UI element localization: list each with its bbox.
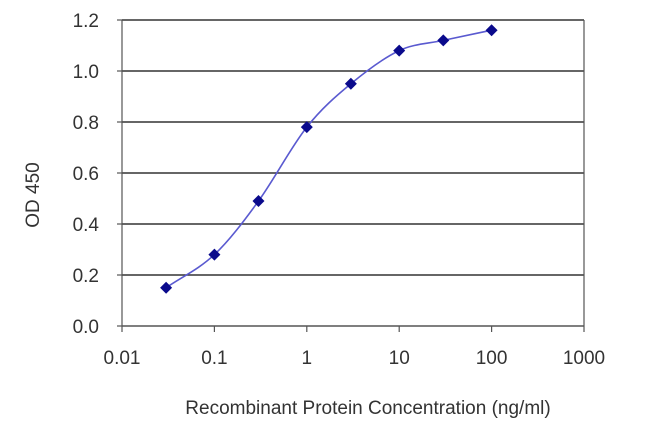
- data-point-marker: [485, 24, 498, 37]
- y-axis-label: OD 450: [23, 162, 44, 227]
- data-point-marker: [344, 77, 357, 90]
- x-axis-ticks: 0.01 0.1 1 10 100 1000: [104, 326, 605, 369]
- y-axis-ticks: 0.0 0.2 0.4 0.6 0.8 1.0 1.2: [73, 11, 122, 338]
- x-tick-label: 10: [389, 348, 410, 369]
- x-tick-label: 0.1: [201, 348, 227, 369]
- data-point-marker: [437, 34, 450, 47]
- y-tick-label: 0.8: [73, 113, 99, 134]
- data-point-marker: [300, 121, 313, 134]
- data-point-marker: [160, 281, 173, 294]
- x-tick-label: 0.01: [104, 348, 141, 369]
- data-point-marker: [208, 248, 221, 261]
- fit-curve-line: [165, 29, 492, 289]
- y-tick-label: 0.2: [73, 266, 99, 287]
- x-tick-label: 1: [302, 348, 313, 369]
- data-point-marker: [252, 195, 265, 208]
- y-tick-label: 1.0: [73, 62, 99, 83]
- data-point-marker: [393, 44, 406, 57]
- x-tick-label: 100: [476, 348, 508, 369]
- data-points: [160, 24, 498, 294]
- x-tick-label: 1000: [563, 348, 605, 369]
- fit-curve: [165, 29, 492, 289]
- y-tick-label: 0.6: [73, 164, 99, 185]
- grid-lines: [122, 19, 584, 276]
- x-axis-label: Recombinant Protein Concentration (ng/ml…: [185, 398, 550, 419]
- y-tick-label: 0.0: [73, 317, 99, 338]
- y-tick-label: 1.2: [73, 11, 99, 32]
- y-tick-label: 0.4: [73, 215, 100, 236]
